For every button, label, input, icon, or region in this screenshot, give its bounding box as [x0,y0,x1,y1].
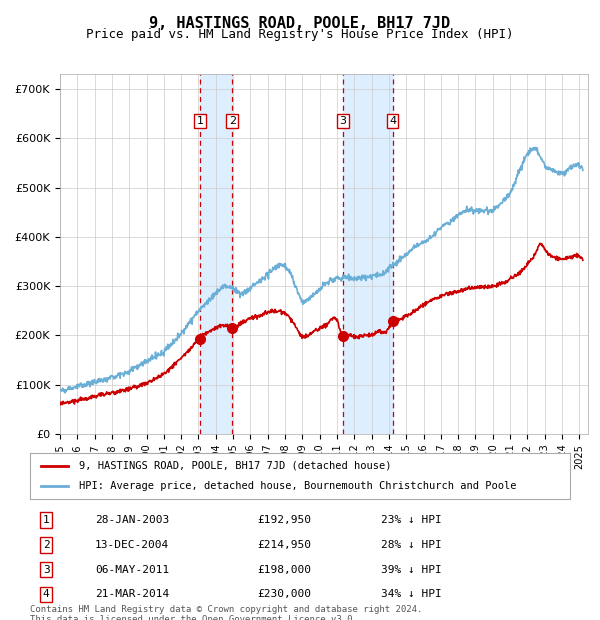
Text: £214,950: £214,950 [257,540,311,550]
Text: 06-MAY-2011: 06-MAY-2011 [95,565,169,575]
Bar [200,74,232,434]
Text: £198,000: £198,000 [257,565,311,575]
Text: £192,950: £192,950 [257,515,311,525]
Text: 4: 4 [389,116,396,126]
Text: 2: 2 [229,116,236,126]
Text: £230,000: £230,000 [257,590,311,600]
Text: HPI: Average price, detached house, Bournemouth Christchurch and Poole: HPI: Average price, detached house, Bour… [79,481,516,491]
Text: Contains HM Land Registry data © Crown copyright and database right 2024.
This d: Contains HM Land Registry data © Crown c… [30,604,422,620]
Text: 28-JAN-2003: 28-JAN-2003 [95,515,169,525]
Text: 2: 2 [43,540,50,550]
Text: 3: 3 [43,565,50,575]
Text: 34% ↓ HPI: 34% ↓ HPI [381,590,442,600]
Text: 1: 1 [43,515,50,525]
Text: 4: 4 [43,590,50,600]
Text: 13-DEC-2004: 13-DEC-2004 [95,540,169,550]
Text: Price paid vs. HM Land Registry's House Price Index (HPI): Price paid vs. HM Land Registry's House … [86,28,514,41]
Text: 23% ↓ HPI: 23% ↓ HPI [381,515,442,525]
Text: 3: 3 [340,116,347,126]
Text: 39% ↓ HPI: 39% ↓ HPI [381,565,442,575]
Bar [343,74,392,434]
Text: 1: 1 [196,116,203,126]
Text: 28% ↓ HPI: 28% ↓ HPI [381,540,442,550]
Text: 9, HASTINGS ROAD, POOLE, BH17 7JD (detached house): 9, HASTINGS ROAD, POOLE, BH17 7JD (detac… [79,461,391,471]
Text: 21-MAR-2014: 21-MAR-2014 [95,590,169,600]
Text: 9, HASTINGS ROAD, POOLE, BH17 7JD: 9, HASTINGS ROAD, POOLE, BH17 7JD [149,16,451,30]
